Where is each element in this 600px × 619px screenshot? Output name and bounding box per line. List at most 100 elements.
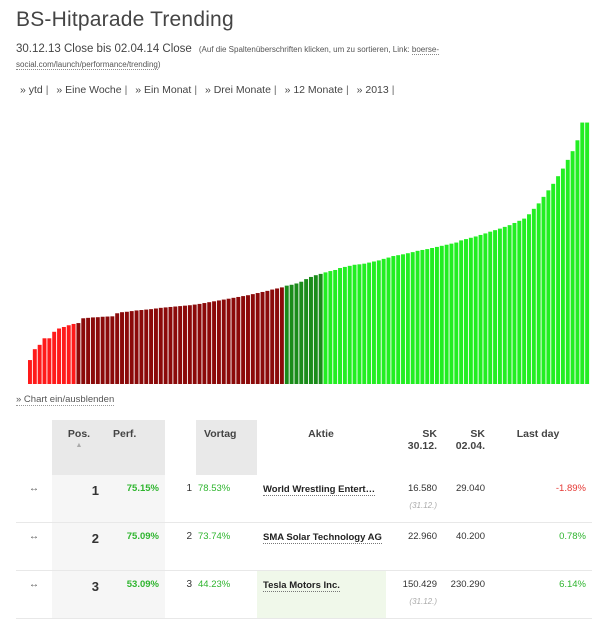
row-vortag-perf: 44.23% [196, 570, 257, 619]
chart-bar [129, 311, 134, 384]
chart-bar [28, 360, 32, 384]
header-vortag[interactable]: Vortag [196, 420, 257, 475]
trend-arrow-icon: ↔ [16, 522, 52, 571]
chart-bar [226, 298, 231, 384]
chart-bar [289, 284, 294, 384]
chart-bar [57, 328, 62, 384]
permalink[interactable]: boerse-social.com/launch/performance/tre… [16, 45, 440, 70]
chart-bar [497, 228, 502, 384]
row-vortag-pos: 2 [165, 522, 196, 571]
header-sk1-line2: 30.12. [407, 440, 437, 452]
row-stock-name: Tesla Motors Inc. [257, 570, 386, 619]
chart-bar [522, 218, 527, 384]
chart-bar [449, 243, 454, 384]
sort-hint: (Auf die Spaltenüberschriften klicken, u… [16, 45, 440, 70]
header-aktie[interactable]: Aktie [257, 420, 386, 475]
chart-bar [439, 245, 444, 384]
chart-bar [323, 272, 328, 384]
chart-bar [546, 190, 551, 384]
chart-bar [483, 233, 488, 384]
row-sk1: 16.580 (31.12.) [386, 475, 438, 523]
chart-bar [309, 276, 313, 384]
chart-bar [381, 258, 386, 384]
header-pos[interactable]: Pos. ▲ [52, 420, 105, 475]
chart-bar [560, 168, 565, 384]
chart-bar [163, 307, 168, 384]
chart-bar [110, 316, 115, 384]
chart-bar [265, 290, 270, 384]
chart-bar [95, 317, 100, 384]
chart-bar [536, 203, 541, 384]
chart-bar [386, 257, 391, 384]
chart-toggle-link[interactable]: » Chart ein/ausblenden [16, 394, 115, 406]
row-pos: 3 [52, 570, 105, 619]
nav-ytd[interactable]: » ytd [20, 84, 43, 96]
row-vortag-perf: 73.74% [196, 522, 257, 571]
chart-bar [173, 306, 178, 384]
row-sk2: 40.200 [438, 522, 489, 571]
chart-bar [255, 293, 260, 384]
chart-bar [333, 269, 338, 384]
header-sk1-line1: SK [422, 428, 437, 440]
nav-separator: | [45, 84, 49, 96]
chart-bar [313, 275, 318, 384]
chart-bar [478, 234, 483, 384]
chart-bar [425, 249, 430, 384]
header-sk1[interactable]: SK 30.12. [386, 420, 438, 475]
row-pos: 2 [52, 522, 105, 571]
stock-link[interactable]: World Wrestling Entert… [263, 484, 376, 496]
nav-three-months[interactable]: » Drei Monate [204, 84, 271, 96]
chart-bar [502, 226, 507, 384]
period-nav: » ytd | » Eine Woche | » Ein Monat | » Drei… [20, 84, 399, 96]
nav-twelve-months[interactable]: » 12 Monate [284, 84, 343, 96]
chart-bar [168, 306, 173, 384]
header-sk2[interactable]: SK 02.04. [438, 420, 489, 475]
chart-bar [260, 291, 265, 384]
chart-bar [47, 338, 52, 384]
chart-bar [275, 288, 280, 384]
table-row: ↔ 1 75.15% 1 78.53% World Wrestling Ente… [16, 475, 592, 523]
header-perf[interactable]: Perf. [105, 420, 165, 475]
chart-bar [434, 246, 439, 384]
row-sk1: 150.429 (31.12.) [386, 570, 438, 619]
ranking-table: Pos. ▲ Perf. Vortag Aktie SK 30.12. SK 0… [16, 420, 592, 619]
chart-bar [444, 244, 449, 384]
chart-bar [32, 349, 37, 384]
row-stock-name: World Wrestling Entert… [257, 475, 386, 523]
stock-link[interactable]: Tesla Motors Inc. [263, 580, 340, 592]
row-perf: 53.09% [105, 570, 165, 619]
chart-bar [357, 264, 362, 384]
row-last-day: -1.89% [489, 475, 592, 523]
chart-bar [37, 344, 42, 384]
chart-bar [575, 140, 580, 384]
row-sk2: 29.040 [438, 475, 489, 523]
chart-bar [580, 122, 585, 384]
table-row: ↔ 2 75.09% 2 73.74% SMA Solar Technology… [16, 522, 592, 571]
nav-one-week[interactable]: » Eine Woche [56, 84, 122, 96]
chart-bar [134, 310, 139, 384]
row-sk1: 22.960 [386, 522, 438, 571]
header-vortag-pos [165, 420, 196, 475]
chart-bar [342, 266, 347, 384]
performance-bar-chart [28, 122, 590, 384]
chart-bar [556, 176, 561, 384]
chart-bar [541, 196, 546, 384]
chart-bar [464, 239, 468, 384]
sk1-value: 16.580 [407, 483, 437, 494]
chart-bar [86, 317, 91, 384]
chart-bar [187, 305, 192, 384]
chart-bar [304, 279, 309, 384]
sort-hint-text: (Auf die Spaltenüberschriften klicken, u… [198, 45, 410, 54]
stock-link[interactable]: SMA Solar Technology AG [263, 532, 382, 544]
chart-bar [120, 312, 124, 384]
header-last-day[interactable]: Last day [489, 420, 592, 475]
chart-bar [401, 254, 405, 384]
chart-bar [197, 303, 202, 384]
chart-bar [391, 256, 396, 384]
sk1-value: 22.960 [407, 531, 437, 542]
chart-bar [144, 309, 149, 384]
nav-one-month[interactable]: » Ein Monat [135, 84, 192, 96]
chart-bar [105, 316, 110, 384]
nav-2013[interactable]: » 2013 [356, 84, 389, 96]
chart-bar [236, 296, 241, 384]
